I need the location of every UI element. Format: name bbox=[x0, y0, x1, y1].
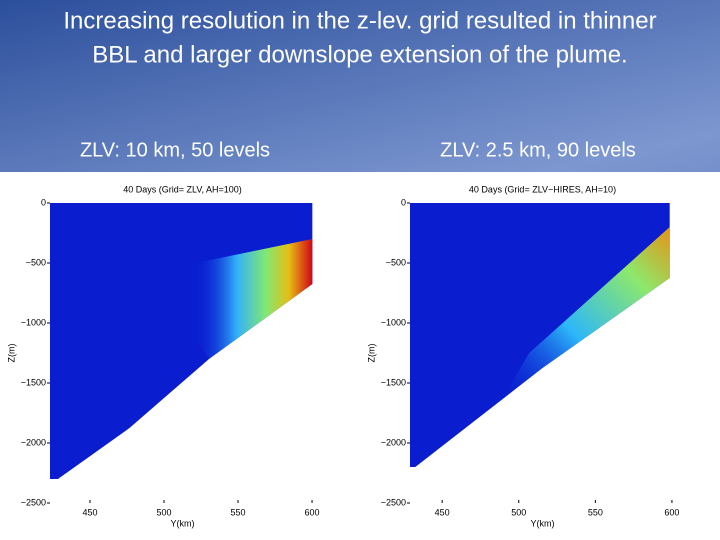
y-tick-label: −1000 bbox=[381, 317, 406, 327]
x-tick-label: 550 bbox=[588, 507, 603, 517]
y-tick-label: 0 bbox=[41, 197, 46, 207]
y-tick-label: −2500 bbox=[381, 497, 406, 507]
x-tick-label: 450 bbox=[435, 507, 450, 517]
y-tick-label: −2000 bbox=[381, 437, 406, 447]
y-axis-label: Z(m) bbox=[6, 344, 16, 363]
y-tick-label: −500 bbox=[26, 257, 46, 267]
x-tick-label: 600 bbox=[664, 507, 679, 517]
x-tick-label: 550 bbox=[231, 507, 246, 517]
panel-label: ZLV: 10 km, 50 levels bbox=[80, 139, 270, 161]
x-tick-label: 500 bbox=[511, 507, 526, 517]
chart-title: 40 Days (Grid= ZLV, AH=100) bbox=[123, 184, 242, 194]
x-tick-label: 600 bbox=[305, 507, 320, 517]
plume bbox=[195, 239, 313, 359]
y-tick-label: −2000 bbox=[21, 437, 46, 447]
y-tick-label: 0 bbox=[401, 197, 406, 207]
y-tick-label: −1500 bbox=[381, 377, 406, 387]
x-axis-label: Y(km) bbox=[531, 518, 555, 528]
x-tick-label: 450 bbox=[82, 507, 97, 517]
y-tick-label: −1500 bbox=[21, 377, 46, 387]
y-axis-label: Z(m) bbox=[366, 344, 376, 363]
slide-title: BBL and larger downslope extension of th… bbox=[92, 41, 627, 68]
y-tick-label: −1000 bbox=[21, 317, 46, 327]
panel-label: ZLV: 2.5 km, 90 levels bbox=[440, 139, 636, 161]
plume bbox=[502, 227, 670, 398]
x-axis-label: Y(km) bbox=[171, 518, 195, 528]
x-tick-label: 500 bbox=[156, 507, 171, 517]
y-tick-label: −500 bbox=[386, 257, 406, 267]
chart-title: 40 Days (Grid= ZLV−HIRES, AH=10) bbox=[469, 184, 616, 194]
y-tick-label: −2500 bbox=[21, 497, 46, 507]
slide-title: Increasing resolution in the z-lev. grid… bbox=[63, 7, 656, 34]
ocean-field bbox=[410, 203, 670, 467]
